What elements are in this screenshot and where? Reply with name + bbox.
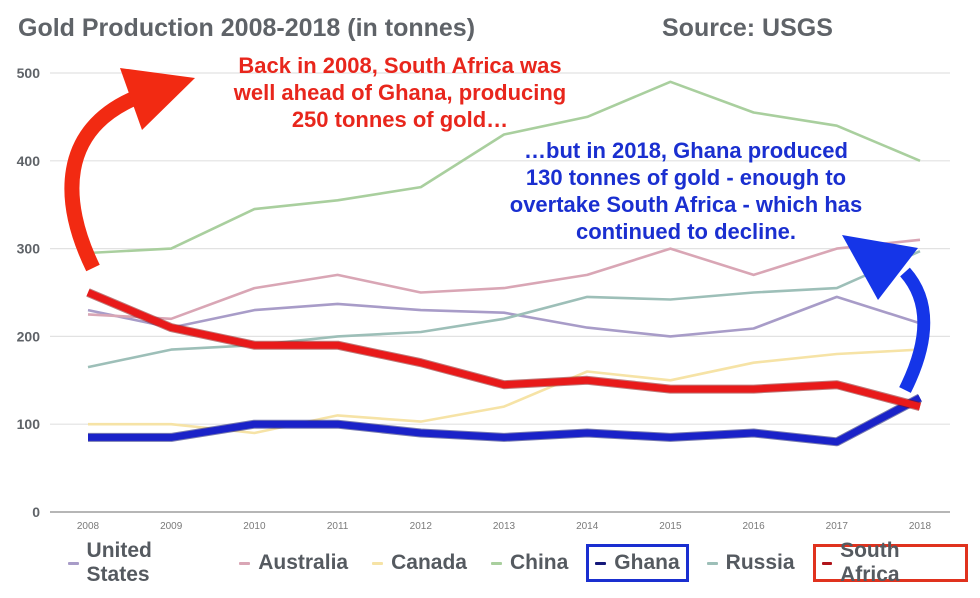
legend-label: Australia <box>258 551 349 574</box>
series-line-south-africa <box>86 289 921 410</box>
x-tick-label: 2013 <box>493 521 516 532</box>
legend-label: Ghana <box>614 551 680 574</box>
annotation-line: Back in 2008, South Africa was <box>238 53 562 78</box>
legend-swatch-icon <box>821 561 833 565</box>
south-africa-annotation: Back in 2008, South Africa was well ahea… <box>190 52 610 133</box>
legend-swatch-icon <box>68 561 79 565</box>
legend-label: China <box>509 551 569 574</box>
legend-swatch-icon <box>372 561 384 565</box>
annotation-line: 250 tonnes of gold… <box>291 107 509 132</box>
series-line-united-states <box>87 295 921 338</box>
x-tick-label: 2008 <box>77 521 100 532</box>
series-line-china <box>87 80 921 255</box>
legend-swatch-icon <box>490 561 502 565</box>
red-curved-arrow-icon <box>64 91 139 272</box>
legend-item-russia[interactable]: Russia <box>701 544 801 582</box>
legend-item-australia[interactable]: Australia <box>233 544 354 582</box>
x-tick-label: 2015 <box>659 521 682 532</box>
red-arrow-head-icon <box>120 68 195 130</box>
blue-arrow-head-icon <box>842 235 918 300</box>
legend-label: Russia <box>725 551 795 574</box>
x-tick-label: 2010 <box>243 521 266 532</box>
series-line-australia <box>87 238 921 321</box>
y-axis-ticks: 0 100 200 300 400 500 <box>17 65 41 520</box>
x-tick-label: 2011 <box>327 521 349 532</box>
legend-label: Canada <box>391 551 467 574</box>
series-lines <box>86 80 923 447</box>
legend-item-united-states[interactable]: United States <box>62 539 221 586</box>
y-tick-label: 100 <box>17 416 41 432</box>
legend-swatch-icon <box>595 561 607 565</box>
chart-title: Gold Production 2008-2018 (in tonnes) <box>18 14 476 42</box>
x-axis-ticks: 2008 2009 2010 2011 2012 2013 2014 2015 2016 2017… <box>77 521 932 532</box>
series-line-russia <box>87 250 921 369</box>
annotation-line: continued to decline. <box>575 219 796 244</box>
legend-item-canada[interactable]: Canada <box>366 544 473 582</box>
x-tick-label: 2012 <box>410 521 433 532</box>
annotation-line: overtake South Africa - which has <box>509 192 863 217</box>
y-tick-label: 200 <box>17 328 41 344</box>
x-tick-label: 2014 <box>576 521 599 532</box>
legend-item-south-africa[interactable]: South Africa <box>812 539 968 586</box>
legend-label: South Africa <box>840 539 900 586</box>
y-tick-label: 500 <box>17 65 41 81</box>
x-tick-label: 2016 <box>742 521 765 532</box>
chart-source: Source: USGS <box>662 14 833 42</box>
legend-item-china[interactable]: China <box>485 544 574 582</box>
annotation-line: well ahead of Ghana, producing <box>233 80 567 105</box>
ghana-annotation: …but in 2018, Ghana produced 130 tonnes … <box>468 137 904 245</box>
annotation-line: 130 tonnes of gold - enough to <box>525 165 847 190</box>
blue-curved-arrow-icon <box>899 267 931 393</box>
x-tick-label: 2017 <box>826 521 849 532</box>
y-tick-label: 300 <box>17 241 41 257</box>
x-tick-label: 2009 <box>160 521 183 532</box>
y-tick-label: 400 <box>17 153 41 169</box>
annotation-line: …but in 2018, Ghana produced <box>524 138 848 163</box>
legend-label: United States <box>86 539 152 586</box>
chart-legend: United States Australia Canada China Ghana Ru… <box>62 539 980 586</box>
legend-swatch-icon <box>706 561 718 565</box>
legend-item-ghana[interactable]: Ghana <box>586 544 689 582</box>
annotation-arrows <box>64 68 931 393</box>
y-tick-label: 0 <box>32 504 40 520</box>
series-line-ghana <box>88 394 922 446</box>
legend-swatch-icon <box>239 561 251 565</box>
x-tick-label: 2018 <box>909 521 932 532</box>
